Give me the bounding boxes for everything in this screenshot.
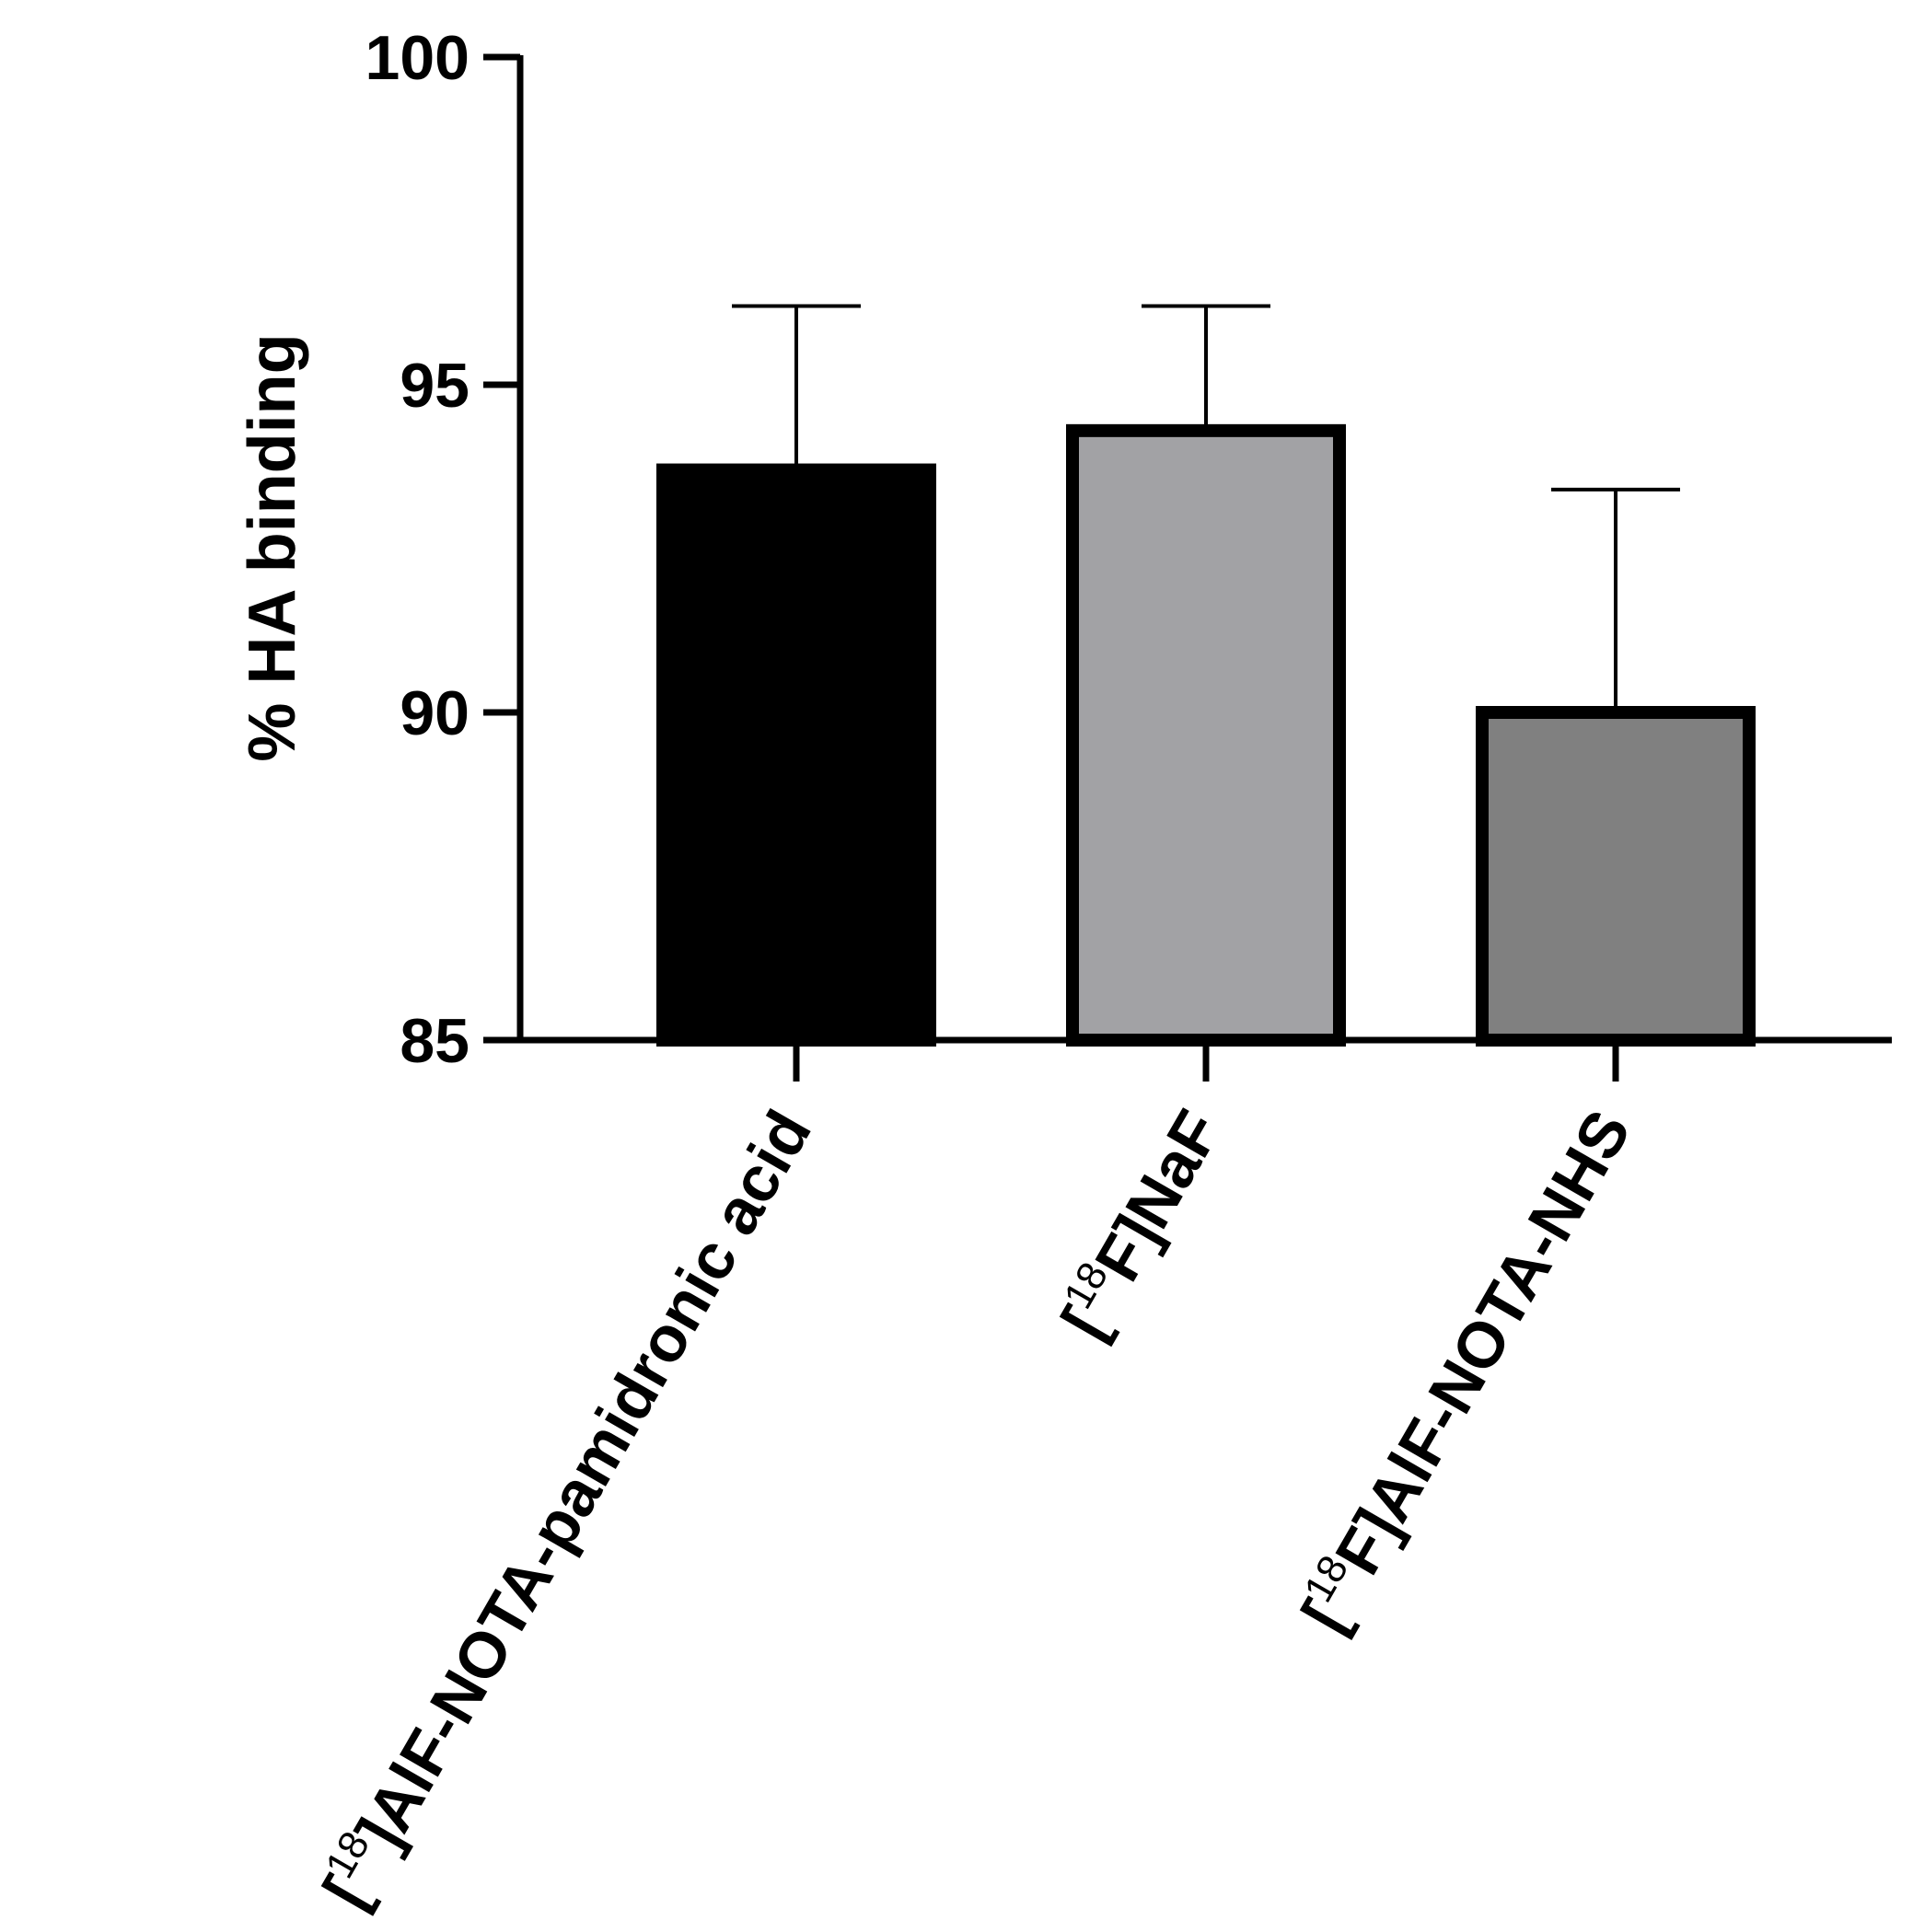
category-label-2: [18F]NaF (1045, 1097, 1235, 1350)
labels-layer: [18]AlF-NOTA-pamidronic acid [18F]NaF [18F… (307, 23, 1644, 1920)
bar-2 (1066, 423, 1346, 1047)
axes-layer (483, 53, 1892, 1082)
y-tick-label-90: 90 (400, 678, 470, 748)
bar-1 (656, 463, 936, 1047)
y-axis-title: % HA binding (236, 333, 309, 761)
bar-3 (1476, 706, 1756, 1047)
y-tick-label-85: 85 (400, 1006, 470, 1076)
category-label-3: [18F]AlF-NOTA-NHS (1285, 1097, 1644, 1644)
y-tick-label-100: 100 (365, 23, 470, 93)
error-bars-layer (732, 304, 1680, 712)
y-tick-label-95: 95 (400, 351, 470, 421)
bars-layer (656, 423, 1756, 1047)
category-label-1: [18]AlF-NOTA-pamidronic acid (307, 1097, 825, 1920)
